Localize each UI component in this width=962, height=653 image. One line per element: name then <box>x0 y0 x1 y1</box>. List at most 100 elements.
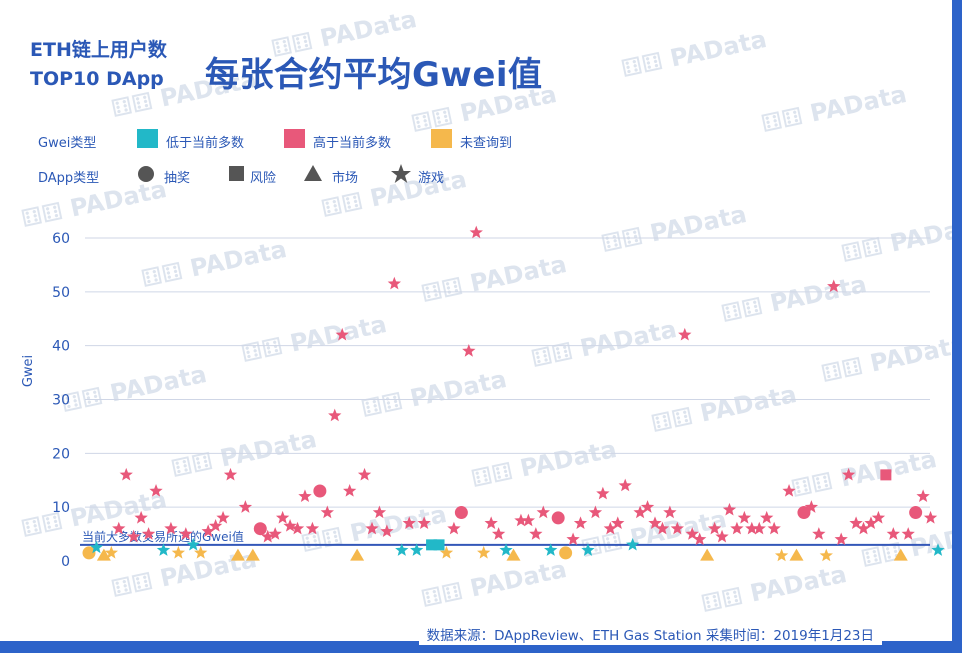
data-point-star <box>834 532 848 546</box>
title-line-1: ETH链上用户数 <box>30 39 167 61</box>
data-point-triangle <box>96 548 111 561</box>
data-point-star <box>112 521 126 535</box>
data-point-star <box>931 543 945 556</box>
title-line-2: TOP10 DApp <box>30 68 164 90</box>
data-point-star <box>119 467 133 481</box>
data-point-star <box>320 505 334 519</box>
y-tick-label: 20 <box>52 446 70 462</box>
data-point-star <box>275 510 290 524</box>
data-point-star <box>484 516 498 529</box>
legend-circle-icon <box>138 166 154 182</box>
data-point-triangle <box>230 548 245 561</box>
legend-label-circle: 抽奖 <box>164 171 191 186</box>
data-point-square <box>880 469 892 481</box>
data-point-star <box>566 532 580 546</box>
data-point-star <box>730 521 744 535</box>
data-point-star <box>194 545 208 559</box>
data-point-star <box>127 529 141 543</box>
data-point-star <box>395 543 409 556</box>
data-point-star <box>685 527 699 540</box>
legend-square-icon <box>229 166 244 181</box>
legend-color-heading: Gwei类型 <box>38 136 97 151</box>
data-point-star <box>335 327 349 341</box>
chart-title-main: 每张合约平均Gwei值 <box>205 55 543 95</box>
data-point-star <box>581 543 595 556</box>
data-point-star <box>343 484 357 497</box>
data-point-star <box>648 516 662 529</box>
data-point-star <box>611 516 625 529</box>
data-point-star <box>678 327 692 341</box>
data-point-star <box>186 537 200 551</box>
data-point-star <box>774 548 789 562</box>
data-point-star <box>804 500 819 513</box>
legend-swatch-unknown <box>431 129 452 148</box>
data-point-star <box>841 467 856 481</box>
data-point-star <box>283 519 297 532</box>
data-point-star <box>156 543 171 556</box>
data-point-circle <box>909 506 923 520</box>
legend-label-star: 游戏 <box>418 171 445 186</box>
y-axis-label: Gwei <box>21 355 36 387</box>
data-point-star <box>514 513 528 527</box>
data-point-star <box>268 527 282 540</box>
data-point-star <box>767 521 781 535</box>
data-point-star <box>752 521 766 535</box>
data-point-circle <box>559 546 573 560</box>
data-point-star <box>871 510 886 524</box>
data-point-star <box>410 543 424 556</box>
data-point-star <box>618 478 632 492</box>
data-point-triangle <box>893 548 908 561</box>
legend-label-lower: 低于当前多数 <box>166 136 245 151</box>
data-point-star <box>715 529 729 543</box>
data-point-star <box>544 543 558 556</box>
data-point-star <box>164 521 178 535</box>
data-point-star <box>521 513 536 527</box>
data-point-star <box>923 510 938 524</box>
data-point-star <box>722 502 737 516</box>
data-point-star <box>812 527 826 540</box>
data-point-triangle <box>245 548 260 561</box>
legend-label-square: 风险 <box>250 171 277 186</box>
legend-star-icon <box>391 164 411 183</box>
data-point-star <box>529 527 543 540</box>
data-point-circle <box>253 522 267 536</box>
data-point-star <box>208 519 223 532</box>
data-point-star <box>633 505 647 519</box>
data-point-star <box>707 521 722 535</box>
legend-label-triangle: 市场 <box>332 171 359 186</box>
data-point-star <box>626 537 640 551</box>
data-point-star <box>223 467 238 481</box>
data-point-circle <box>313 484 327 498</box>
data-point-star <box>134 510 148 524</box>
data-point-star <box>916 489 930 503</box>
data-point-star <box>469 225 483 239</box>
legend-label-higher: 高于当前多数 <box>313 136 392 151</box>
y-tick-label: 50 <box>52 285 70 301</box>
y-tick-label: 10 <box>52 500 70 516</box>
data-point-star <box>603 521 617 535</box>
legend-shape-heading: DApp类型 <box>38 171 100 186</box>
data-point-star <box>588 505 603 519</box>
data-point-star <box>596 486 610 500</box>
data-point-star <box>499 543 513 556</box>
legend-swatch-higher <box>284 129 305 148</box>
data-point-star <box>261 529 275 543</box>
data-point-star <box>655 521 670 535</box>
source-note: 数据来源：DAppReview、ETH Gas Station 采集时间：201… <box>418 623 882 645</box>
data-point-star <box>104 545 118 559</box>
data-point-star <box>491 527 506 540</box>
data-point-star <box>357 467 372 481</box>
data-point-star <box>365 521 379 535</box>
data-point-star <box>573 516 588 529</box>
y-tick-label: 60 <box>52 231 70 247</box>
frame-border-right <box>952 0 962 653</box>
data-point-star <box>89 540 104 554</box>
data-point-star <box>387 276 401 290</box>
y-tick-label: 30 <box>52 393 70 409</box>
data-point-star <box>901 527 915 540</box>
reference-line-label: 当前大多数交易所选的Gwei值 <box>82 529 244 544</box>
legend-label-unknown: 未查询到 <box>460 136 513 151</box>
data-point-star <box>179 527 193 540</box>
